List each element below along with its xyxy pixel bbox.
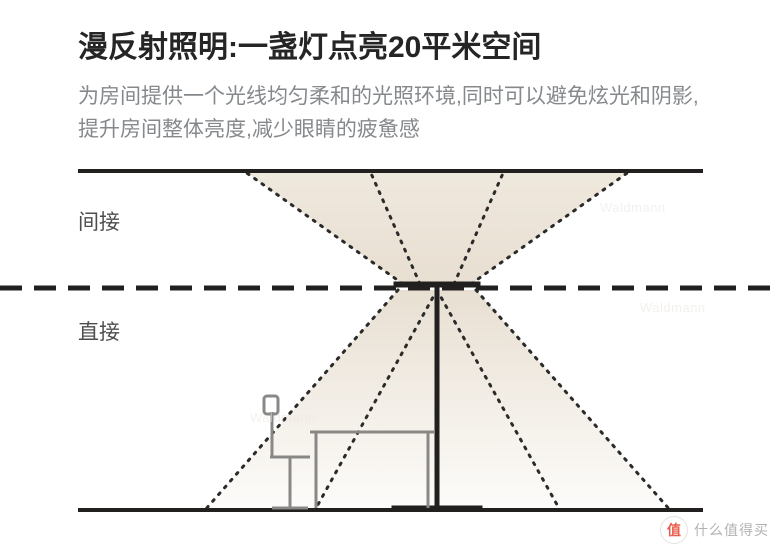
indirect-label: 间接 (78, 206, 120, 236)
upper-light-cone (244, 171, 630, 284)
subtitle-text: 为房间提供一个光线均匀柔和的光照环境,同时可以避免炫光和阴影,提升房间整体亮度,… (78, 81, 703, 146)
site-watermark-icon: 值 (660, 516, 688, 544)
diagram-card: 漫反射照明:一盏灯点亮20平米空间 为房间提供一个光线均匀柔和的光照环境,同时可… (0, 0, 781, 556)
header-block: 漫反射照明:一盏灯点亮20平米空间 为房间提供一个光线均匀柔和的光照环境,同时可… (78, 28, 703, 146)
direct-label: 直接 (78, 316, 120, 346)
site-watermark: 值 什么值得买 (660, 516, 769, 544)
main-title: 漫反射照明:一盏灯点亮20平米空间 (78, 28, 703, 67)
site-watermark-text: 什么值得买 (694, 520, 769, 540)
